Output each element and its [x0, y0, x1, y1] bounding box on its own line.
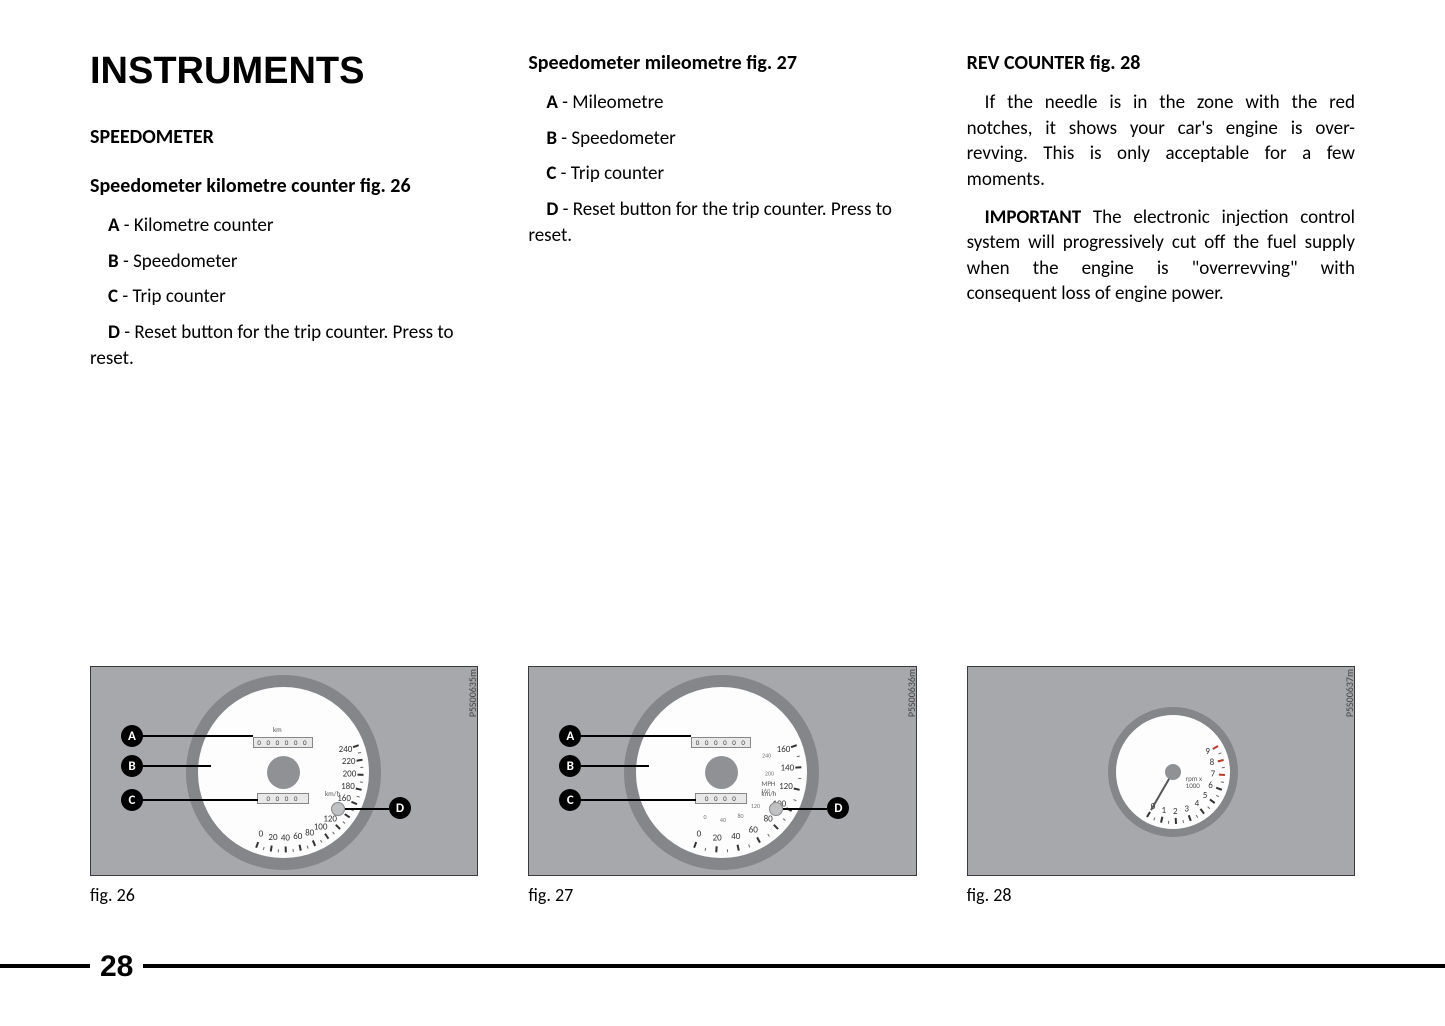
svg-text:180: 180 [341, 781, 355, 792]
svg-text:60: 60 [293, 831, 303, 842]
svg-text:40: 40 [281, 833, 291, 844]
svg-text:200: 200 [765, 769, 774, 777]
figure-27: P5S00636m 020406080100120140160040801201… [528, 666, 916, 906]
list-item: C - Trip counter [528, 161, 916, 187]
page-title: INSTRUMENTS [90, 50, 478, 93]
svg-text:20: 20 [268, 832, 278, 843]
svg-text:40: 40 [720, 816, 726, 824]
column-2: Speedometer mileometre fig. 27 A - Mileo… [528, 50, 916, 381]
svg-text:6: 6 [1208, 780, 1213, 791]
svg-text:60: 60 [749, 825, 759, 836]
callout-b: B [121, 755, 143, 777]
svg-text:2: 2 [1173, 806, 1178, 817]
subheading-fig26: Speedometer kilometre counter fig. 26 [90, 173, 478, 199]
unit-label: rpm x1000 [1186, 775, 1202, 789]
paragraph: If the needle is in the zone with the re… [967, 90, 1355, 193]
page-rule [0, 964, 1445, 968]
svg-text:5: 5 [1202, 790, 1207, 801]
svg-text:4: 4 [1194, 798, 1199, 809]
figure-caption: fig. 27 [528, 884, 916, 906]
list-item: C - Trip counter [90, 284, 478, 310]
trip-odometer: 0 0 0 0 [695, 793, 747, 804]
page-number: 28 [90, 950, 143, 984]
callout-b: B [559, 755, 581, 777]
svg-text:140: 140 [781, 762, 795, 773]
trip-odometer: 0 0 0 0 [257, 793, 309, 804]
figure-26: P5S00635m 020406080100120140160180200220… [90, 666, 478, 906]
figure-caption: fig. 26 [90, 884, 478, 906]
list-item: A - Mileometre [528, 90, 916, 116]
column-1: INSTRUMENTS SPEEDOMETER Speedometer kilo… [90, 50, 478, 381]
figure-code: P5S00635m [466, 669, 478, 717]
section-heading-speedometer: SPEEDOMETER [90, 125, 478, 149]
svg-text:0: 0 [704, 813, 707, 821]
svg-text:7: 7 [1210, 768, 1215, 779]
list-item: D - Reset button for the trip counter. P… [528, 197, 916, 248]
figure-28: P5S00637m 0123456789 rpm x1000 fig. 28 [967, 666, 1355, 906]
callout-c: C [559, 789, 581, 811]
svg-text:0: 0 [697, 829, 702, 840]
svg-text:20: 20 [713, 833, 723, 844]
figure-code: P5S00637m [1343, 669, 1355, 717]
list-item: B - Speedometer [528, 126, 916, 152]
svg-text:1: 1 [1161, 805, 1166, 816]
svg-text:240: 240 [339, 744, 353, 755]
callout-d: D [827, 797, 849, 819]
subheading-fig28: REV COUNTER fig. 28 [967, 50, 1355, 76]
svg-text:220: 220 [342, 756, 356, 767]
paragraph: IMPORTANT The electronic injection contr… [967, 205, 1355, 308]
svg-text:40: 40 [732, 831, 742, 842]
svg-text:160: 160 [777, 744, 791, 755]
svg-text:0: 0 [259, 829, 264, 840]
svg-text:3: 3 [1184, 804, 1189, 815]
column-3: REV COUNTER fig. 28 If the needle is in … [967, 50, 1355, 381]
figure-row: P5S00635m 020406080100120140160180200220… [90, 666, 1355, 906]
list-item: B - Speedometer [90, 249, 478, 275]
odometer: 0 0 0 0 0 0 [253, 737, 313, 748]
list-item: A - Kilometre counter [90, 213, 478, 239]
svg-text:8: 8 [1209, 757, 1214, 768]
callout-d: D [389, 797, 411, 819]
svg-text:120: 120 [751, 802, 760, 810]
svg-text:80: 80 [738, 812, 744, 820]
figure-code: P5S00636m [905, 669, 917, 717]
callout-c: C [121, 789, 143, 811]
subheading-fig27: Speedometer mileometre fig. 27 [528, 50, 916, 76]
callout-a: A [121, 725, 143, 747]
reset-button-icon [331, 802, 345, 816]
list-item: D - Reset button for the trip counter. P… [90, 320, 478, 371]
svg-text:200: 200 [343, 769, 357, 780]
svg-text:240: 240 [762, 752, 771, 760]
svg-text:120: 120 [779, 781, 793, 792]
callout-a: A [559, 725, 581, 747]
svg-text:9: 9 [1205, 746, 1210, 757]
figure-caption: fig. 28 [967, 884, 1355, 906]
odometer: 0 0 0 0 0 0 [691, 737, 751, 748]
